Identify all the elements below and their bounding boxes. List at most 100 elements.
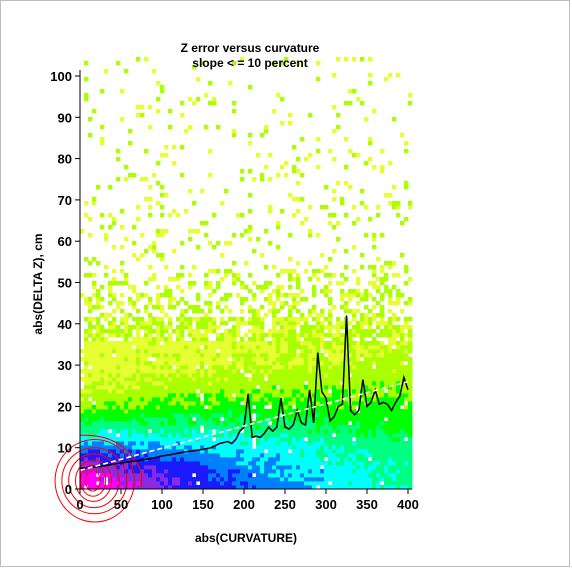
heatmap-cell (408, 361, 413, 366)
heatmap-cell (132, 437, 137, 442)
heatmap-cell (404, 421, 409, 426)
heatmap-cell (324, 425, 329, 430)
heatmap-cell (328, 465, 333, 470)
heatmap-cell (228, 421, 233, 426)
heatmap-cell (200, 309, 205, 314)
heatmap-cell (400, 373, 405, 378)
heatmap-cell (328, 381, 333, 386)
heatmap-cell (408, 385, 413, 390)
heatmap-cell (272, 373, 277, 378)
heatmap-cell (348, 289, 353, 294)
heatmap-cell (172, 277, 177, 282)
heatmap-cell (224, 305, 229, 310)
heatmap-cell (268, 385, 273, 390)
heatmap-cell (364, 161, 369, 166)
heatmap-cell (384, 449, 389, 454)
heatmap-cell (200, 441, 205, 446)
heatmap-cell (396, 317, 401, 322)
heatmap-cell (344, 181, 349, 186)
heatmap-cell (356, 217, 361, 222)
heatmap-cell (332, 441, 337, 446)
heatmap-cell (148, 377, 153, 382)
heatmap-cell (368, 141, 373, 146)
heatmap-cell (160, 317, 165, 322)
heatmap-cell (340, 377, 345, 382)
heatmap-cell (176, 213, 181, 218)
heatmap-cell (308, 417, 313, 422)
heatmap-cell (408, 397, 413, 402)
heatmap-cell (156, 449, 161, 454)
heatmap-cell (116, 149, 121, 154)
heatmap-cell (388, 485, 393, 490)
heatmap-cell (340, 197, 345, 202)
heatmap-cell (332, 381, 337, 386)
heatmap-cell (368, 349, 373, 354)
heatmap-cell (136, 217, 141, 222)
heatmap-cell (228, 377, 233, 382)
heatmap-cell (144, 149, 149, 154)
heatmap-cell (128, 469, 133, 474)
heatmap-cell (124, 237, 129, 242)
heatmap-cell (148, 329, 153, 334)
heatmap-cell (108, 377, 113, 382)
heatmap-cell (244, 425, 249, 430)
heatmap-cell (408, 277, 413, 282)
heatmap-cell (284, 349, 289, 354)
heatmap-cell (396, 365, 401, 370)
heatmap-cell (380, 349, 385, 354)
heatmap-cell (388, 389, 393, 394)
heatmap-cell (124, 389, 129, 394)
heatmap-cell (380, 461, 385, 466)
heatmap-cell (148, 301, 153, 306)
heatmap-cell (252, 385, 257, 390)
heatmap-cell (292, 361, 297, 366)
heatmap-cell (324, 449, 329, 454)
heatmap-cell (408, 93, 413, 98)
heatmap-cell (236, 317, 241, 322)
heatmap-cell (176, 481, 181, 486)
heatmap-cell (308, 113, 313, 118)
heatmap-cell (244, 261, 249, 266)
heatmap-cell (228, 413, 233, 418)
heatmap-cell (404, 265, 409, 270)
heatmap-cell (288, 329, 293, 334)
heatmap-cell (208, 473, 213, 478)
heatmap-cell (220, 473, 225, 478)
heatmap-cell (140, 337, 145, 342)
heatmap-cell (160, 477, 165, 482)
heatmap-cell (252, 453, 257, 458)
heatmap-cell (156, 357, 161, 362)
heatmap-cell (232, 109, 237, 114)
heatmap-cell (204, 485, 209, 490)
heatmap-cell (260, 401, 265, 406)
heatmap-cell (156, 457, 161, 462)
heatmap-cell (208, 285, 213, 290)
heatmap-cell (324, 185, 329, 190)
heatmap-cell (196, 357, 201, 362)
heatmap-cell (396, 213, 401, 218)
heatmap-cell (228, 345, 233, 350)
heatmap-cell (344, 453, 349, 458)
heatmap-cell (128, 313, 133, 318)
heatmap-cell (328, 437, 333, 442)
heatmap-cell (236, 353, 241, 358)
heatmap-cell (272, 61, 277, 66)
heatmap-cell (256, 349, 261, 354)
heatmap-cell (348, 441, 353, 446)
heatmap-cell (360, 313, 365, 318)
heatmap-cell (208, 365, 213, 370)
heatmap-cell (132, 353, 137, 358)
heatmap-cell (244, 285, 249, 290)
heatmap-cell (208, 461, 213, 466)
heatmap-cell (364, 413, 369, 418)
heatmap-cell (352, 465, 357, 470)
heatmap-cell (160, 437, 165, 442)
heatmap-cell (336, 381, 341, 386)
heatmap-cell (216, 425, 221, 430)
heatmap-cell (364, 341, 369, 346)
heatmap-cell (248, 357, 253, 362)
heatmap-cell (160, 485, 165, 490)
heatmap-cell (116, 397, 121, 402)
heatmap-cell (324, 413, 329, 418)
heatmap-cell (108, 405, 113, 410)
